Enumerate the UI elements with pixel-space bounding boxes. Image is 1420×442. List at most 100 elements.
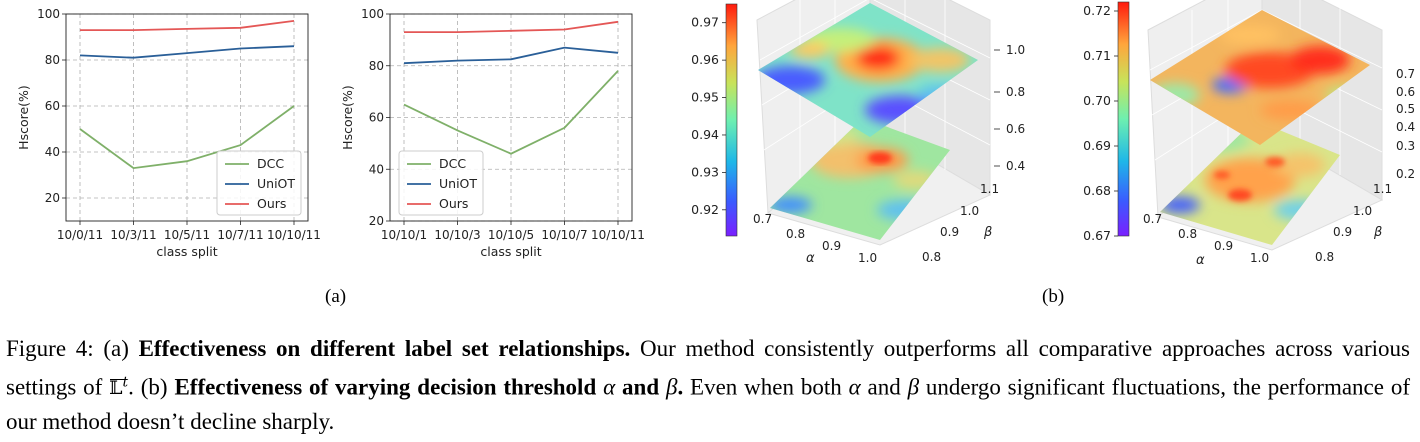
x-tick-label: 10/5/11 <box>164 228 210 242</box>
z-tick: 0.3 <box>1396 139 1415 153</box>
alpha-tick: 0.7 <box>753 212 772 226</box>
legend-label: Ours <box>257 196 286 211</box>
x-tick-label: 10/7/11 <box>217 228 263 242</box>
y-axis-label: Hscore(%) <box>340 85 355 150</box>
y-axis-label: Hscore(%) <box>16 85 31 150</box>
legend-box <box>216 150 302 216</box>
colorbar-tick-label: 0.70 <box>1083 93 1111 108</box>
alpha-tick: 1.0 <box>1250 251 1269 265</box>
y-tick-label: 80 <box>369 59 384 73</box>
colorbar-tick-label: 0.93 <box>691 164 719 179</box>
beta-tick: 1.0 <box>1353 204 1372 218</box>
caption-bold-a: Effectiveness on different label set rel… <box>138 336 631 361</box>
caption-text: Our method consistently outperforms all … <box>6 336 1410 400</box>
colorbar-tick-label: 0.68 <box>1083 183 1111 198</box>
z-tick: 1.0 <box>1006 43 1025 57</box>
colorbar-tick-label: 0.97 <box>691 15 719 30</box>
beta-axis-label: β <box>1373 225 1382 240</box>
colorbar-tick-label: 0.92 <box>691 202 719 217</box>
caption-text: . (b) <box>128 374 175 400</box>
y-tick-label: 100 <box>37 7 60 21</box>
series-line-uniot <box>403 46 619 65</box>
beta-tick: 0.8 <box>922 250 941 264</box>
alpha-tick: 0.9 <box>822 239 841 253</box>
x-tick-label: 10/10/1 <box>381 228 427 242</box>
figure-caption: Figure 4: (a) Effectiveness on different… <box>6 332 1410 439</box>
alpha-axis-label: α <box>1196 253 1205 268</box>
y-tick-label: 20 <box>45 191 60 205</box>
beta-tick: 1.0 <box>960 204 979 218</box>
y-tick-label: 40 <box>45 145 60 159</box>
colorbar-ticks-1: 0.92 0.93 0.94 0.95 0.96 0.97 <box>691 15 726 217</box>
colorbar-2 <box>1117 1 1130 237</box>
panel-b-label: (b) <box>1042 286 1065 307</box>
x-tick-label: 10/10/3 <box>434 228 480 242</box>
caption-text: undergo significant fluctuations, the pe… <box>6 374 1410 435</box>
alpha-tick: 1.0 <box>858 251 877 265</box>
series-line-dcc <box>403 70 619 155</box>
beta-tick: 0.9 <box>940 225 959 239</box>
chart-a-right: 20 40 60 80 100 10/10/1 10/10/3 10/10/5 10/10/7 1… <box>340 7 645 259</box>
axis-ticks-2: 0.7 0.8 0.9 1.0 α 0.8 0.9 1.0 1.1 β 0.2 … <box>1143 67 1415 268</box>
x-tick-label: 10/10/11 <box>591 228 645 242</box>
caption-bold-b: Effectiveness of varying decision thresh… <box>174 374 684 400</box>
z-tick: 0.7 <box>1396 67 1415 81</box>
colorbar-tick-label: 0.67 <box>1083 228 1111 243</box>
axis-ticks-1: 0.7 0.8 0.9 1.0 α 0.8 0.9 1.0 1.1 β 0.4 … <box>753 43 1025 266</box>
colorbar-tick-label: 0.72 <box>1083 3 1111 18</box>
z-tick: 0.5 <box>1396 102 1415 116</box>
z-tick: 0.6 <box>1396 85 1415 99</box>
x-axis-label: class split <box>480 244 541 259</box>
beta-tick: 1.1 <box>980 182 999 196</box>
chart-a-left: 20 40 60 80 100 10/0/11 10/3/11 10/5/11 10/7/11 1… <box>16 7 321 259</box>
caption-prefix: Figure 4: (a) <box>6 336 139 361</box>
label-set-symbol: 𝕃t <box>109 375 129 400</box>
series-line-uniot <box>79 45 295 59</box>
legend-label: UniOT <box>257 176 295 191</box>
alpha-tick: 0.8 <box>1178 227 1197 241</box>
series-line-dcc <box>79 105 295 170</box>
y-tick-label: 20 <box>369 214 384 228</box>
y-tick-label: 40 <box>369 162 384 176</box>
y-tick-label: 80 <box>45 53 60 67</box>
beta-tick: 0.8 <box>1315 250 1334 264</box>
colorbar-tick-label: 0.71 <box>1083 48 1111 63</box>
colorbar-tick-label: 0.95 <box>691 90 719 105</box>
colorbar-ticks-2: 0.67 0.68 0.69 0.70 0.71 0.72 <box>1083 3 1118 243</box>
colorbar-tick-label: 0.96 <box>691 52 719 67</box>
x-tick-label: 10/0/11 <box>57 228 103 242</box>
alpha-symbol: α <box>848 374 861 400</box>
panel-a-label: (a) <box>325 286 347 307</box>
alpha-tick: 0.8 <box>786 227 805 241</box>
z-tick: 0.4 <box>1006 159 1025 173</box>
y-tick-label: 100 <box>361 7 384 21</box>
legend-label: DCC <box>439 156 466 171</box>
colorbar-tick-label: 0.94 <box>691 127 719 142</box>
alpha-tick: 0.9 <box>1214 239 1233 253</box>
z-tick: 0.4 <box>1396 120 1415 134</box>
pane-grid <box>1149 0 1383 188</box>
x-tick-label: 10/3/11 <box>110 228 156 242</box>
series-line-ours <box>404 20 619 33</box>
beta-tick: 0.9 <box>1333 225 1352 239</box>
series-line-ours <box>80 20 295 32</box>
beta-axis-label: β <box>983 225 992 240</box>
colorbar-1 <box>725 3 738 237</box>
legend-label: DCC <box>257 156 284 171</box>
surface-plot-2: 0.7 0.8 0.9 1.0 α 0.8 0.9 1.0 1.1 β 0.2 … <box>1083 0 1415 268</box>
z-tick: 0.8 <box>1006 85 1025 99</box>
legend-box <box>398 150 484 216</box>
z-tick-marks-1 <box>994 49 1000 167</box>
caption-text: and <box>860 374 908 400</box>
z-tick: 0.2 <box>1396 167 1415 181</box>
x-tick-label: 10/10/7 <box>541 228 587 242</box>
alpha-tick: 0.7 <box>1143 212 1162 226</box>
axes-frame <box>65 13 309 222</box>
z-tick: 0.6 <box>1006 122 1025 136</box>
y-tick-label: 60 <box>45 99 60 113</box>
x-axis-label: class split <box>156 244 217 259</box>
surface-plot-1: 0.7 0.8 0.9 1.0 α 0.8 0.9 1.0 1.1 β 0.4 … <box>691 0 1025 266</box>
beta-symbol: β <box>907 374 920 400</box>
y-tick-label: 60 <box>369 111 384 125</box>
